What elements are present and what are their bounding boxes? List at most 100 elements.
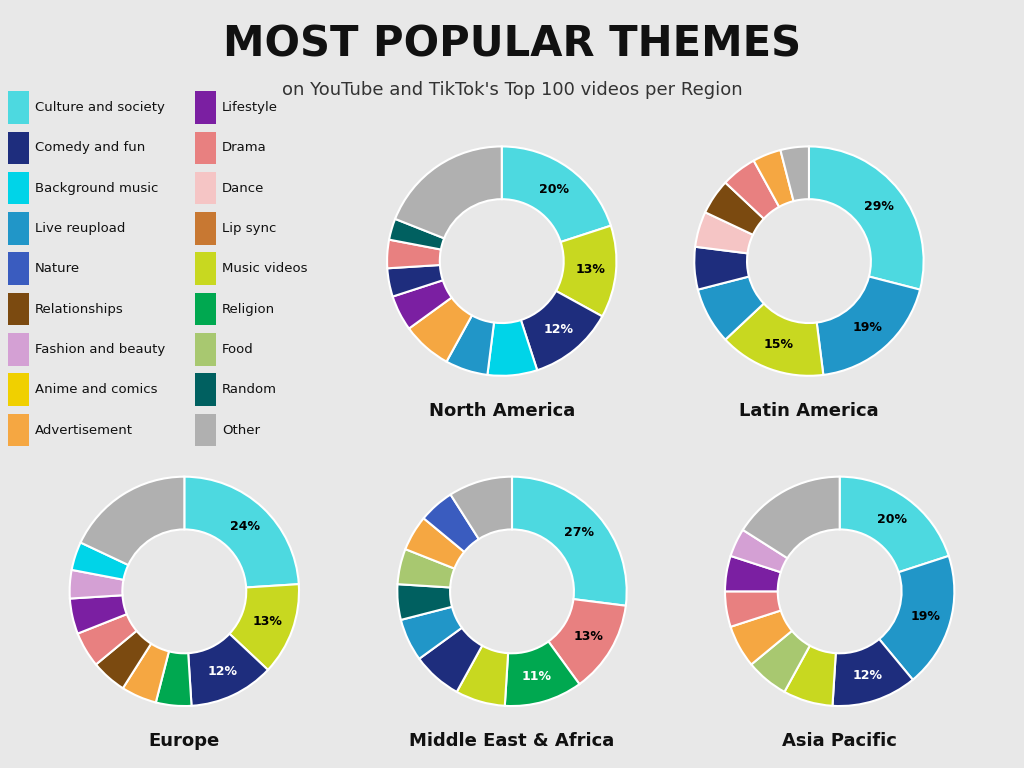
Text: MOST POPULAR THEMES: MOST POPULAR THEMES — [223, 23, 801, 65]
Text: Relationships: Relationships — [35, 303, 124, 316]
Wedge shape — [817, 276, 920, 375]
Text: Culture and society: Culture and society — [35, 101, 165, 114]
Wedge shape — [505, 641, 580, 706]
Bar — [195, 414, 216, 446]
Bar — [195, 253, 216, 285]
Bar — [195, 293, 216, 326]
Bar — [8, 333, 29, 366]
Wedge shape — [395, 147, 502, 238]
Wedge shape — [188, 634, 268, 706]
Wedge shape — [833, 639, 912, 706]
Wedge shape — [389, 219, 444, 250]
Text: Food: Food — [222, 343, 254, 356]
Bar — [195, 172, 216, 204]
Text: Drama: Drama — [222, 141, 266, 154]
Wedge shape — [409, 297, 472, 362]
Text: 19%: 19% — [910, 610, 940, 623]
Text: 13%: 13% — [573, 630, 603, 643]
Wedge shape — [809, 147, 924, 290]
Wedge shape — [502, 147, 611, 242]
Wedge shape — [123, 644, 169, 703]
Wedge shape — [72, 542, 128, 580]
Wedge shape — [387, 265, 442, 296]
Text: 20%: 20% — [877, 513, 907, 526]
Wedge shape — [487, 320, 538, 376]
Text: 12%: 12% — [207, 665, 238, 678]
Text: 24%: 24% — [230, 520, 260, 533]
Title: Latin America: Latin America — [739, 402, 879, 420]
Wedge shape — [556, 226, 616, 316]
Wedge shape — [70, 570, 124, 598]
Bar — [8, 253, 29, 285]
Wedge shape — [78, 614, 136, 664]
Text: Anime and comics: Anime and comics — [35, 383, 158, 396]
Text: 20%: 20% — [539, 183, 569, 196]
Bar — [195, 333, 216, 366]
Wedge shape — [229, 584, 299, 670]
Text: 15%: 15% — [764, 338, 794, 351]
Text: Religion: Religion — [222, 303, 274, 316]
Wedge shape — [457, 646, 508, 706]
Wedge shape — [725, 556, 780, 591]
Text: on YouTube and TikTok's Top 100 videos per Region: on YouTube and TikTok's Top 100 videos p… — [282, 81, 742, 98]
Text: Fashion and beauty: Fashion and beauty — [35, 343, 165, 356]
Bar — [195, 131, 216, 164]
Bar — [195, 212, 216, 245]
Text: Background music: Background music — [35, 182, 159, 194]
Wedge shape — [694, 247, 749, 290]
Bar — [195, 91, 216, 124]
Title: Europe: Europe — [148, 733, 220, 750]
Wedge shape — [742, 477, 840, 558]
Wedge shape — [725, 591, 780, 627]
Bar — [8, 293, 29, 326]
Wedge shape — [840, 477, 949, 572]
Wedge shape — [451, 477, 512, 539]
Wedge shape — [698, 276, 764, 339]
Text: Dance: Dance — [222, 182, 264, 194]
Wedge shape — [780, 147, 809, 201]
Bar — [195, 373, 216, 406]
Wedge shape — [725, 303, 823, 376]
Text: 13%: 13% — [575, 263, 605, 276]
Title: North America: North America — [429, 402, 574, 420]
Wedge shape — [156, 651, 191, 706]
Text: 12%: 12% — [852, 670, 882, 683]
Wedge shape — [752, 631, 810, 692]
Text: Nature: Nature — [35, 263, 80, 275]
Bar — [8, 172, 29, 204]
Text: 19%: 19% — [853, 321, 883, 334]
Wedge shape — [184, 477, 299, 588]
Text: Other: Other — [222, 424, 260, 436]
Text: 29%: 29% — [864, 200, 894, 214]
Text: 12%: 12% — [544, 323, 573, 336]
Wedge shape — [446, 316, 494, 375]
Wedge shape — [424, 495, 479, 552]
Bar — [8, 91, 29, 124]
Bar — [8, 131, 29, 164]
Wedge shape — [725, 161, 779, 219]
Text: Lifestyle: Lifestyle — [222, 101, 278, 114]
Text: 11%: 11% — [522, 670, 552, 684]
Wedge shape — [397, 549, 455, 588]
Bar — [8, 414, 29, 446]
Wedge shape — [70, 595, 127, 634]
Text: Lip sync: Lip sync — [222, 222, 276, 235]
Text: Advertisement: Advertisement — [35, 424, 133, 436]
Text: 13%: 13% — [253, 615, 283, 628]
Wedge shape — [521, 291, 602, 370]
Wedge shape — [406, 518, 464, 568]
Wedge shape — [397, 584, 452, 620]
Wedge shape — [512, 477, 627, 606]
Wedge shape — [880, 556, 954, 680]
Wedge shape — [730, 611, 792, 664]
Text: Live reupload: Live reupload — [35, 222, 125, 235]
Wedge shape — [81, 477, 184, 565]
Text: Comedy and fun: Comedy and fun — [35, 141, 145, 154]
Bar — [8, 373, 29, 406]
Title: Asia Pacific: Asia Pacific — [782, 733, 897, 750]
Wedge shape — [706, 183, 764, 235]
Wedge shape — [387, 240, 441, 268]
Wedge shape — [96, 631, 152, 688]
Wedge shape — [549, 599, 626, 684]
Wedge shape — [401, 607, 462, 659]
